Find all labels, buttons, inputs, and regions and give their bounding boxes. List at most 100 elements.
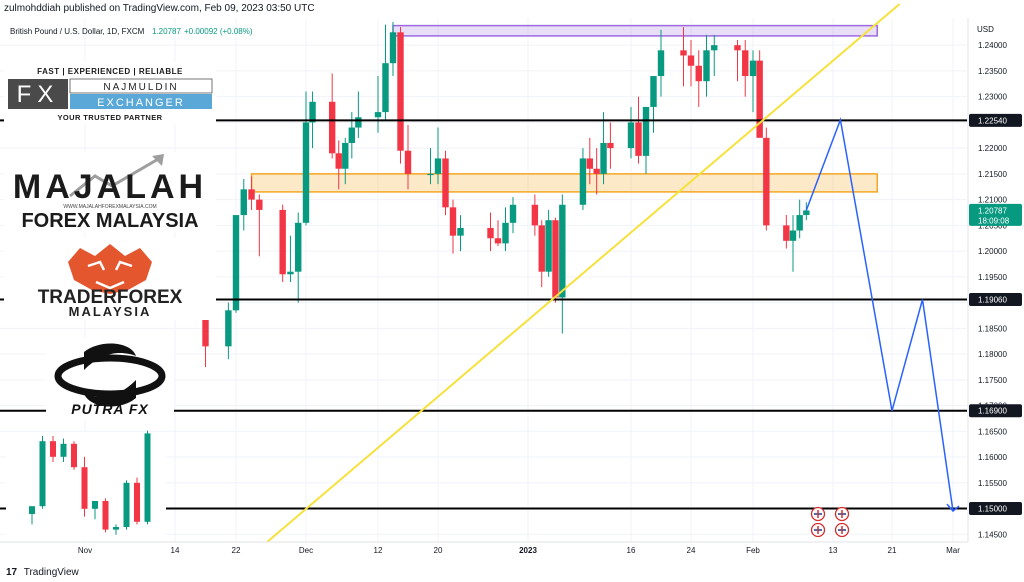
candle-body [627, 122, 635, 149]
candle-body [552, 220, 559, 298]
x-tick-label: 20 [434, 546, 443, 555]
candle-body [287, 271, 294, 275]
y-tick-label: 1.16000 [978, 453, 1007, 462]
candle-body [202, 312, 209, 347]
y-tick-label: 1.17500 [978, 376, 1007, 385]
candle [742, 40, 749, 97]
candle [657, 29, 665, 97]
candle-body [531, 204, 539, 226]
candle [607, 122, 614, 169]
inset-candle-body [60, 443, 67, 457]
candle-body [225, 310, 232, 347]
candle [635, 96, 642, 164]
tv-logo-icon: 17 [6, 567, 18, 578]
candle [509, 197, 517, 234]
candle [538, 220, 545, 288]
candle [427, 148, 434, 185]
candle-body [335, 153, 342, 169]
svg-text:FX: FX [17, 81, 60, 108]
trendline [266, 3, 901, 543]
overlay-layer [266, 3, 960, 543]
uk-event-flag-icon [810, 506, 826, 522]
uk-event-flag-icon [834, 506, 850, 522]
candle-layer [202, 22, 810, 367]
candle-body [600, 142, 607, 174]
x-tick-label: 2023 [519, 546, 537, 555]
candle [600, 112, 607, 185]
y-tick-label: 1.15500 [978, 479, 1007, 488]
candle-body [397, 32, 404, 151]
candle [559, 194, 566, 334]
candle [434, 127, 442, 185]
y-tick-label: 1.21500 [978, 170, 1007, 179]
svg-text:FOREX MALAYSIA: FOREX MALAYSIA [21, 210, 198, 232]
candle [642, 106, 650, 174]
candle-body [302, 122, 310, 223]
candle-body [342, 142, 349, 169]
y-tick-label: 1.24000 [978, 41, 1007, 50]
candle [449, 199, 457, 254]
price-label-text: 1.20787 [978, 206, 1007, 215]
candle-body [232, 215, 240, 311]
x-tick-label: 24 [687, 546, 696, 555]
price-label-text: 1.16900 [978, 407, 1007, 416]
candle [756, 50, 763, 138]
svg-text:EXCHANGER: EXCHANGER [97, 97, 185, 109]
footer-brand: TradingView [23, 567, 79, 578]
svg-text:MALAYSIA: MALAYSIA [69, 304, 152, 319]
candle [389, 22, 397, 77]
candle-body [695, 65, 702, 82]
candle-body [309, 101, 316, 123]
candle [502, 207, 509, 252]
svg-text:PUTRA FX: PUTRA FX [71, 401, 149, 417]
us-event-flag-icon [834, 522, 850, 538]
candle [749, 50, 757, 113]
candle [382, 24, 389, 120]
y-axis-currency: USD [977, 25, 994, 34]
x-tick-label: 13 [829, 546, 838, 555]
candle-body [586, 158, 593, 169]
candle [494, 220, 502, 246]
level-price-label: 1.16900 [969, 404, 1022, 418]
inset-candle-body [123, 482, 130, 527]
y-tick-label: 1.18000 [978, 350, 1007, 359]
candle [248, 176, 255, 210]
candle [703, 34, 710, 97]
candle-body [355, 117, 362, 128]
projection-arrowhead [946, 503, 960, 513]
candle-body [642, 106, 650, 156]
y-tick-label: 1.18500 [978, 324, 1007, 333]
event-flags[interactable] [810, 506, 850, 538]
y-tick-label: 1.19500 [978, 273, 1007, 282]
candle [348, 112, 356, 159]
candle-body [559, 204, 566, 298]
candle-body [256, 199, 263, 210]
candle-body [502, 222, 509, 244]
candle [586, 137, 593, 185]
inset-candle-body [39, 441, 46, 507]
candle-body [240, 189, 247, 216]
candle [789, 215, 797, 272]
candle [531, 194, 539, 236]
y-tick-label: 1.21000 [978, 196, 1007, 205]
inset-chart [6, 430, 166, 540]
svg-text:YOUR TRUSTED PARTNER: YOUR TRUSTED PARTNER [58, 113, 163, 122]
candle [342, 137, 349, 185]
candle-body [703, 50, 710, 82]
inset-candle-body [71, 443, 77, 468]
candle [687, 40, 695, 87]
level-price-label: 1.19060 [969, 293, 1022, 307]
candle-body [789, 230, 797, 241]
candle-body [328, 101, 336, 154]
candle-body [348, 127, 356, 143]
candle-body [593, 168, 600, 174]
candle [287, 235, 294, 282]
svg-text:NAJMULDIN: NAJMULDIN [103, 82, 178, 93]
putra-fx-logo: PUTRA FX [46, 338, 174, 420]
candle-body [545, 220, 552, 272]
x-tick-label: 12 [374, 546, 383, 555]
candle-body [803, 210, 810, 216]
candle-body [442, 158, 449, 208]
candle-body [389, 32, 397, 64]
